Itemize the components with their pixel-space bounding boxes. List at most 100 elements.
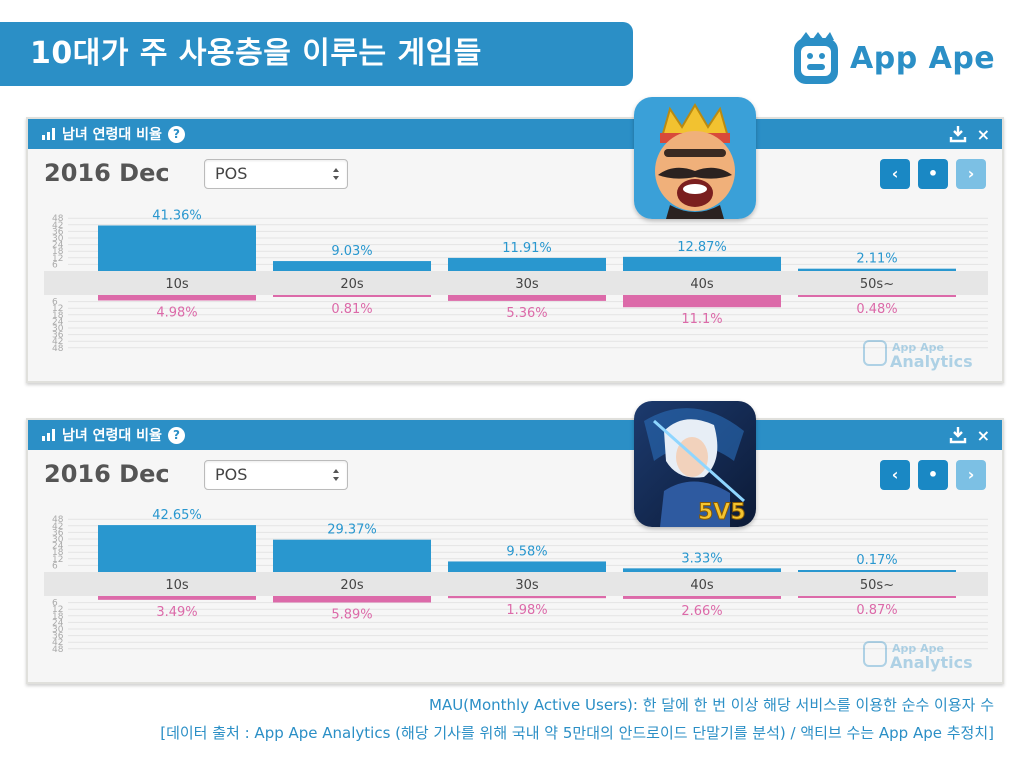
female-value-label: 2.66% — [681, 604, 722, 619]
category-label: 10s — [165, 578, 189, 593]
female-value-label: 1.98% — [506, 603, 547, 618]
download-icon[interactable] — [949, 125, 967, 143]
axis-tick-label: 12 — [52, 304, 63, 314]
watermark-line1: App Ape — [892, 341, 944, 354]
axis-tick-label: 42 — [52, 221, 63, 231]
male-value-label: 9.58% — [506, 544, 547, 559]
male-value-label: 9.03% — [331, 244, 372, 259]
watermark-line2: Analytics — [890, 653, 973, 672]
date-label: 2016 Dec — [44, 159, 170, 187]
select-arrows-icon — [333, 168, 339, 180]
axis-tick-label: 24 — [52, 618, 64, 628]
axis-tick-label: 30 — [52, 625, 64, 635]
female-value-label: 11.1% — [681, 312, 722, 327]
male-value-label: 29.37% — [327, 523, 377, 538]
axis-tick-label: 12 — [52, 605, 63, 615]
axis-tick-label: 6 — [52, 260, 58, 270]
prev-button[interactable]: ‹ — [880, 159, 910, 189]
male-value-label: 3.33% — [681, 551, 722, 566]
axis-tick-label: 12 — [52, 254, 63, 264]
axis-tick-label: 48 — [52, 344, 64, 354]
axis-tick-label: 30 — [52, 324, 64, 334]
female-value-label: 0.81% — [331, 302, 372, 317]
download-icon[interactable] — [949, 426, 967, 444]
axis-tick-label: 48 — [52, 214, 64, 224]
age-gender-chart: 48423630241812661218243036424810s41.36%4… — [44, 209, 988, 371]
female-bar — [798, 596, 956, 598]
next-button[interactable]: › — [956, 460, 986, 490]
female-value-label: 5.36% — [506, 306, 547, 321]
watermark-line1: App Ape — [892, 642, 944, 655]
axis-tick-label: 30 — [52, 234, 64, 244]
app-ape-logo-icon — [794, 32, 838, 84]
axis-tick-label: 36 — [52, 227, 64, 237]
male-bar — [448, 561, 606, 572]
axis-tick-label: 30 — [52, 535, 64, 545]
axis-tick-label: 18 — [52, 548, 64, 558]
prev-button[interactable]: ‹ — [880, 460, 910, 490]
current-button[interactable]: • — [918, 460, 948, 490]
female-bar — [623, 295, 781, 308]
axis-tick-label: 18 — [52, 612, 64, 622]
brand-logo: App Ape — [792, 28, 995, 88]
axis-tick-label: 6 — [52, 599, 58, 609]
watermark-logo-icon — [863, 641, 887, 667]
current-button[interactable]: • — [918, 159, 948, 189]
panel-header: 남녀 연령대 비율 ? × — [28, 420, 1002, 450]
category-label: 40s — [690, 578, 714, 593]
category-label: 30s — [515, 578, 539, 593]
platform-select[interactable]: POS — [204, 460, 348, 490]
category-label: 10s — [165, 277, 189, 292]
female-bar — [448, 295, 606, 301]
male-bar — [623, 256, 781, 271]
male-bar — [273, 261, 431, 271]
male-value-label: 12.87% — [677, 240, 727, 255]
male-bar — [623, 568, 781, 572]
archer-character-icon: 5V5 — [634, 401, 756, 527]
male-bar — [98, 525, 256, 572]
select-value: POS — [215, 164, 248, 183]
axis-tick-label: 48 — [52, 515, 64, 525]
help-icon[interactable]: ? — [167, 125, 185, 143]
male-bar — [798, 268, 956, 271]
axis-tick-label: 18 — [52, 311, 64, 321]
axis-tick-label: 24 — [52, 542, 64, 552]
platform-select[interactable]: POS — [204, 159, 348, 189]
nav-buttons: ‹ • › — [872, 460, 986, 490]
axis-tick-label: 36 — [52, 331, 64, 341]
bar-chart-icon — [42, 128, 55, 140]
female-bar — [273, 596, 431, 603]
brand-name: App Ape — [850, 40, 996, 76]
next-button[interactable]: › — [956, 159, 986, 189]
category-label: 40s — [690, 277, 714, 292]
page-title: 10대가 주 사용층을 이루는 게임들 — [0, 22, 633, 86]
panel-title: 남녀 연령대 비율 — [62, 127, 162, 143]
chart-panel-2: 남녀 연령대 비율 ? × 2016 Dec POS ‹ • › 48 42 36 3… — [26, 418, 1004, 684]
close-icon[interactable]: × — [976, 425, 990, 445]
help-icon[interactable]: ? — [167, 426, 185, 444]
svg-text:5V5: 5V5 — [698, 500, 746, 525]
axis-tick-label: 42 — [52, 522, 63, 532]
axis-tick-label: 18 — [52, 247, 64, 257]
panel-title: 남녀 연령대 비율 — [62, 428, 162, 444]
mobile-legends-app-icon: 5V5 — [634, 401, 756, 527]
female-value-label: 0.48% — [856, 302, 897, 317]
axis-tick-label: 24 — [52, 241, 64, 251]
male-bar — [98, 225, 256, 271]
category-label: 50s~ — [860, 578, 894, 593]
footnote-mau: MAU(Monthly Active Users): 한 달에 한 번 이상 해… — [429, 696, 994, 714]
male-value-label: 0.17% — [856, 553, 897, 568]
date-label: 2016 Dec — [44, 460, 170, 488]
axis-tick-label: 6 — [52, 298, 58, 308]
female-value-label: 3.49% — [156, 605, 197, 620]
female-value-label: 0.87% — [856, 603, 897, 618]
clash-royale-app-icon — [634, 97, 756, 219]
male-value-label: 11.91% — [502, 241, 552, 256]
female-bar — [98, 295, 256, 301]
close-icon[interactable]: × — [976, 124, 990, 144]
male-value-label: 41.36% — [152, 209, 202, 224]
category-band — [44, 271, 988, 295]
female-value-label: 4.98% — [156, 305, 197, 320]
female-bar — [273, 295, 431, 297]
